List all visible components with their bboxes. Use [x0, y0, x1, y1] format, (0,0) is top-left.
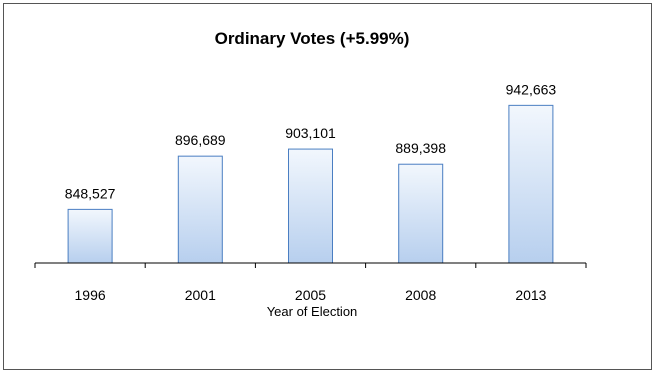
data-label-2013: 942,663 [506, 81, 557, 97]
bar-2008 [398, 163, 444, 264]
bar-2001 [177, 155, 223, 264]
x-tick-label-2013: 2013 [515, 287, 546, 303]
x-tick-label-2001: 2001 [185, 287, 216, 303]
x-axis-title: Year of Election [267, 304, 358, 319]
data-label-1996: 848,527 [65, 185, 116, 201]
bar-1996 [67, 208, 113, 264]
x-tick-label-1996: 1996 [75, 287, 106, 303]
data-label-2008: 889,398 [395, 140, 446, 156]
data-label-2005: 903,101 [285, 125, 336, 141]
x-tick-label-2005: 2005 [295, 287, 326, 303]
data-label-2001: 896,689 [175, 132, 226, 148]
chart-title: Ordinary Votes (+5.99%) [215, 29, 410, 48]
bar-2013 [508, 104, 554, 264]
x-tick-label-2008: 2008 [405, 287, 436, 303]
bar-2005 [288, 148, 333, 264]
